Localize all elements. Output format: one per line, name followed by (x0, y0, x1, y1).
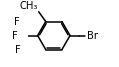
Text: F: F (15, 45, 21, 55)
Text: F: F (14, 17, 20, 27)
Text: F: F (12, 31, 18, 41)
Text: Br: Br (87, 31, 98, 41)
Text: CH₃: CH₃ (20, 1, 38, 11)
